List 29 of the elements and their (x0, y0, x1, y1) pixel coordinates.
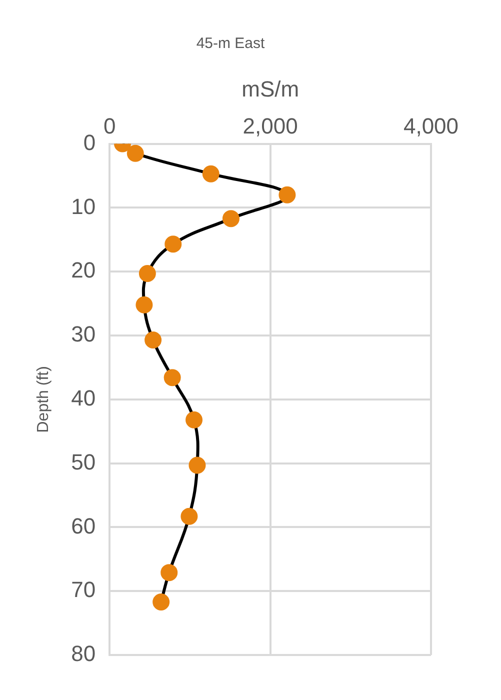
x-tick-label: 4,000 (403, 114, 459, 139)
y-tick-label: 20 (71, 258, 96, 283)
point (138, 265, 156, 282)
point (144, 331, 162, 348)
point (152, 593, 170, 610)
y-tick-label: 70 (71, 577, 96, 602)
point (126, 144, 144, 162)
y-tick-label: 50 (71, 449, 96, 474)
point (202, 165, 220, 182)
point (136, 296, 153, 314)
y-tick-label: 40 (71, 385, 96, 410)
point (188, 456, 206, 474)
y-tick-label: 60 (71, 513, 96, 538)
y-tick-label: 10 (71, 194, 96, 219)
y-tick-label: 30 (71, 322, 96, 347)
x-axis-title: mS/m (242, 76, 300, 102)
point (164, 369, 181, 386)
chart-title: 45-m East (196, 35, 266, 52)
point (160, 564, 178, 582)
x-tick-label: 2,000 (242, 114, 298, 139)
point (164, 236, 182, 253)
point (186, 411, 203, 428)
point (222, 210, 240, 228)
point (180, 508, 198, 525)
y-tick-label: 80 (71, 641, 96, 666)
x-tick-label: 0 (104, 114, 116, 139)
point (278, 186, 296, 204)
y-axis-title: Depth (ft) (35, 366, 52, 433)
y-tick-label: 0 (83, 130, 96, 155)
